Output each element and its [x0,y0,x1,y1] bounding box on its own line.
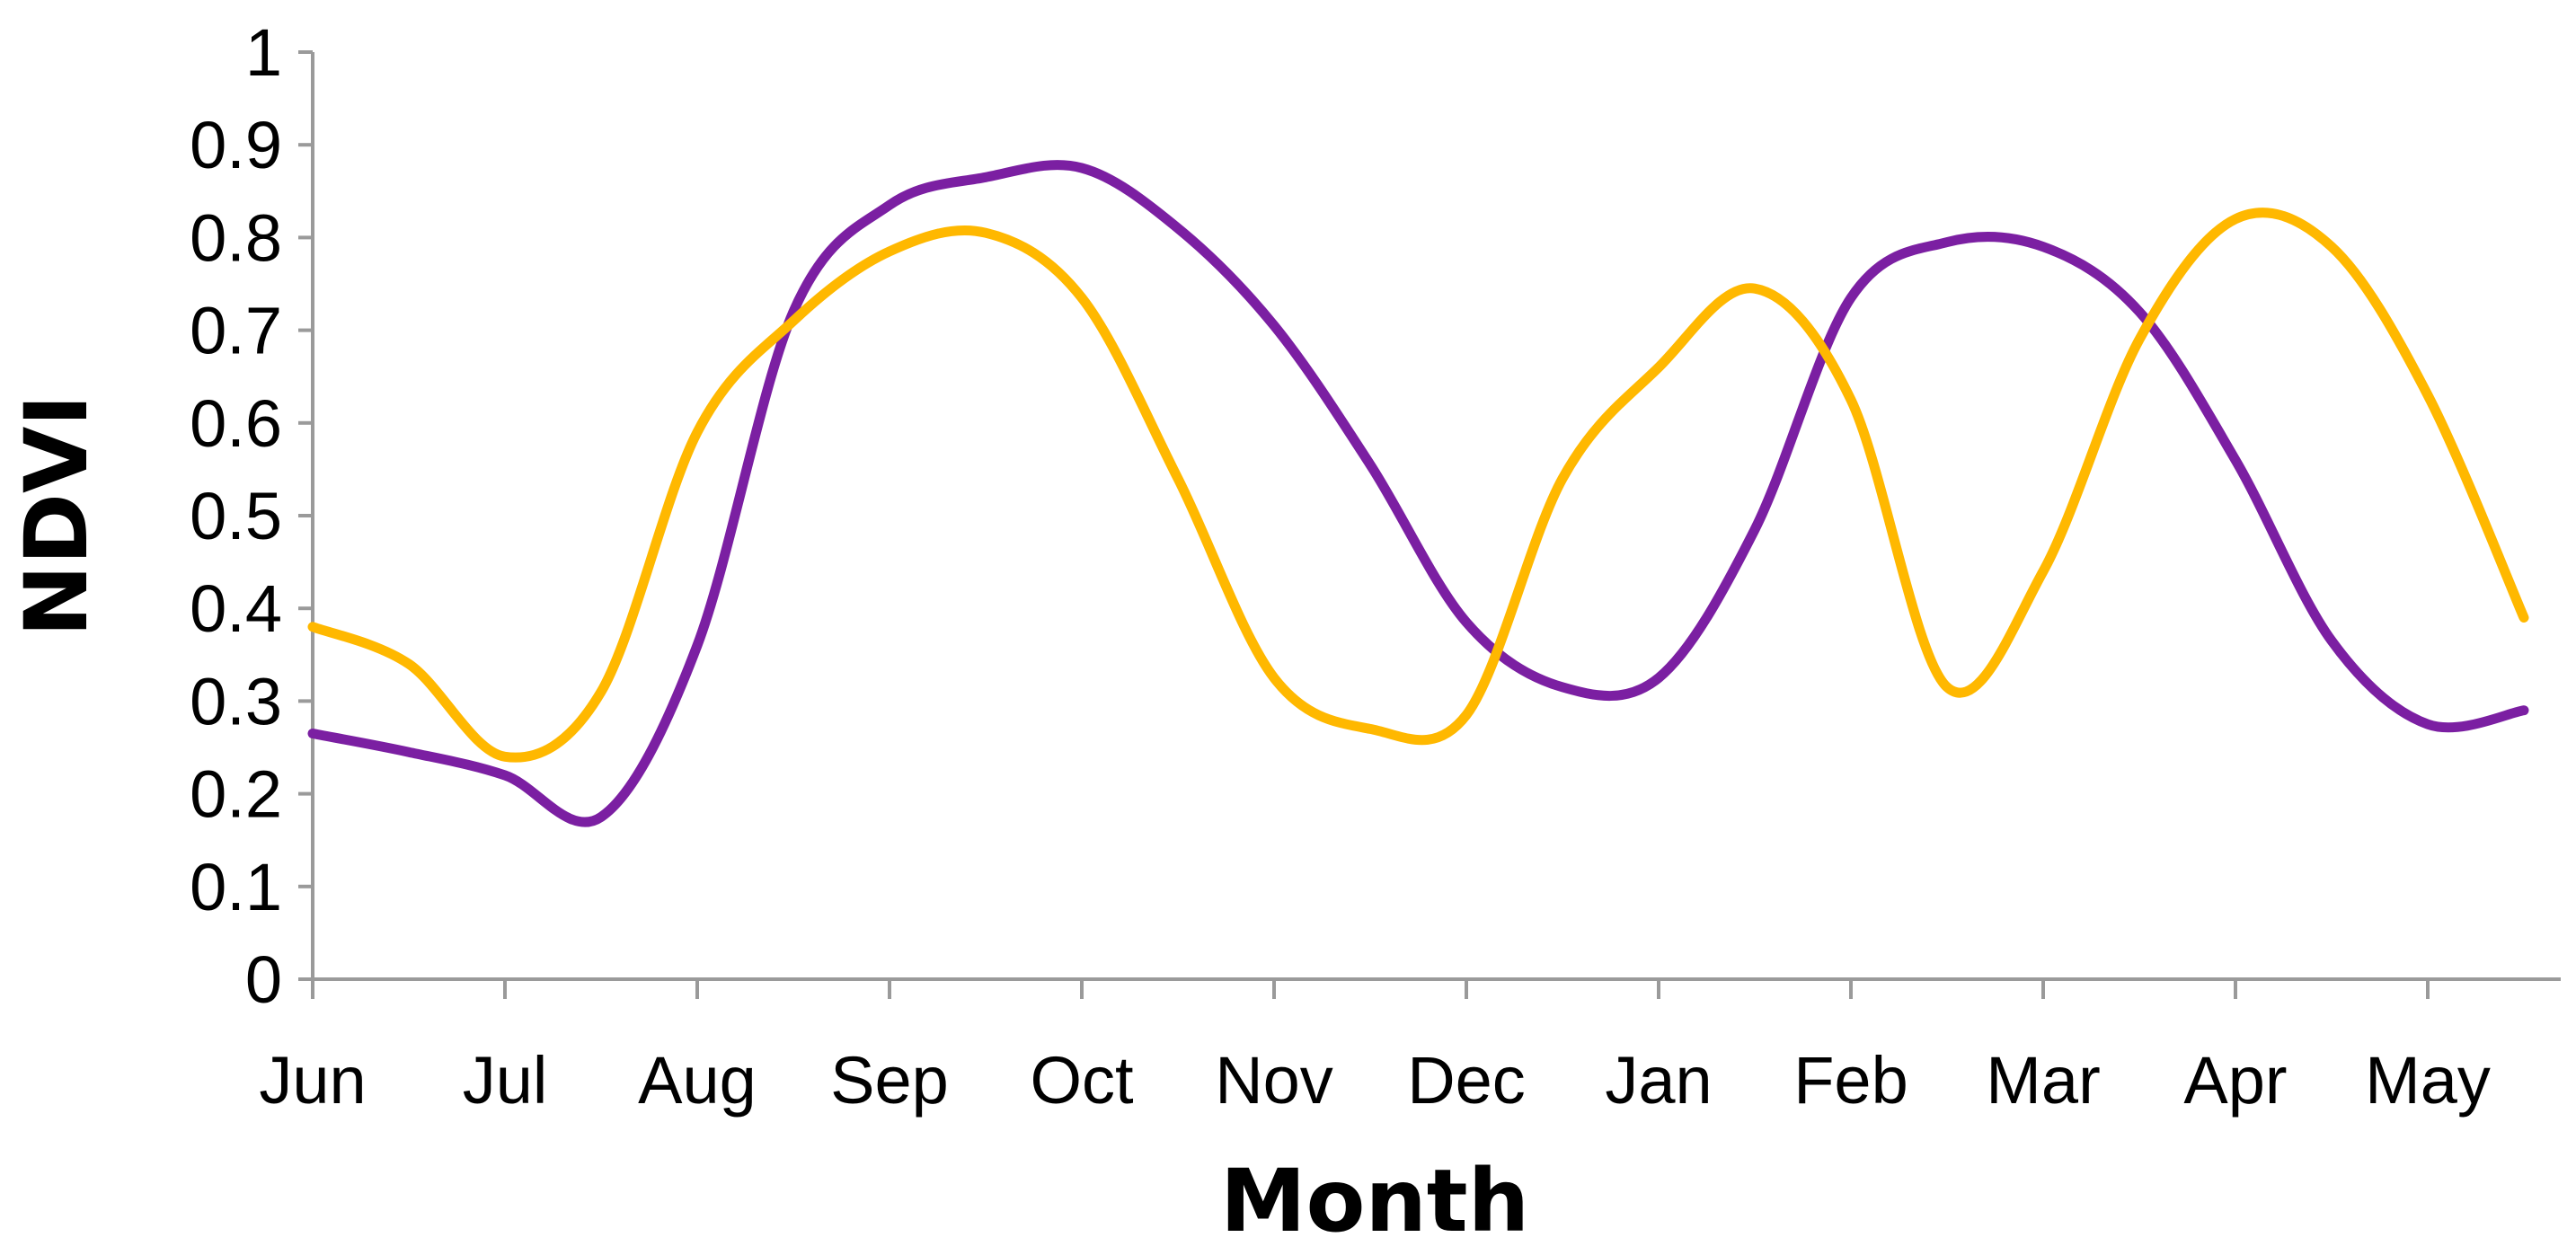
y-tick-label: 0.8 [190,200,282,275]
x-tick-label: Mar [1986,1043,2100,1118]
x-tick-label: Dec [1407,1043,1526,1118]
x-tick-label: Aug [638,1043,757,1118]
axes [311,52,2561,981]
series-lines [307,160,2529,827]
y-axis-title: NDVI [6,394,107,637]
x-tick-label: Sep [830,1043,949,1118]
y-tick-label: 0.1 [190,850,282,924]
y-tick-label: 0.5 [190,479,282,553]
x-tick-label: Nov [1215,1043,1333,1118]
x-tick-label: Jun [259,1043,366,1118]
y-tick-label: 0.6 [190,386,282,461]
x-tick-label: Oct [1030,1043,1134,1118]
x-tick-label: Apr [2183,1043,2287,1118]
y-tick-label: 0.2 [190,757,282,832]
y-tick-label: 0.4 [190,571,282,646]
y-axis-ticks: 0 0.1 0.2 0.3 0.4 0.5 0.6 0.7 0.8 0.9 1 [190,15,313,1017]
y-tick-label: 1 [245,15,282,90]
series-line-1 [307,160,2529,827]
x-tick-label: Jan [1605,1043,1712,1118]
x-axis-ticks: Jun Jul Aug Sep Oct Nov Dec Jan Feb Mar Apr May [259,979,2491,1118]
y-tick-label: 0.9 [190,108,282,182]
x-tick-label: May [2365,1043,2491,1118]
x-tick-label: Jul [463,1043,548,1118]
y-tick-label: 0.7 [190,294,282,368]
x-axis-title: Month [1220,1151,1529,1251]
series-line-2 [307,208,2529,763]
y-tick-label: 0 [245,942,282,1017]
y-tick-label: 0.3 [190,664,282,738]
x-tick-label: Feb [1793,1043,1908,1118]
